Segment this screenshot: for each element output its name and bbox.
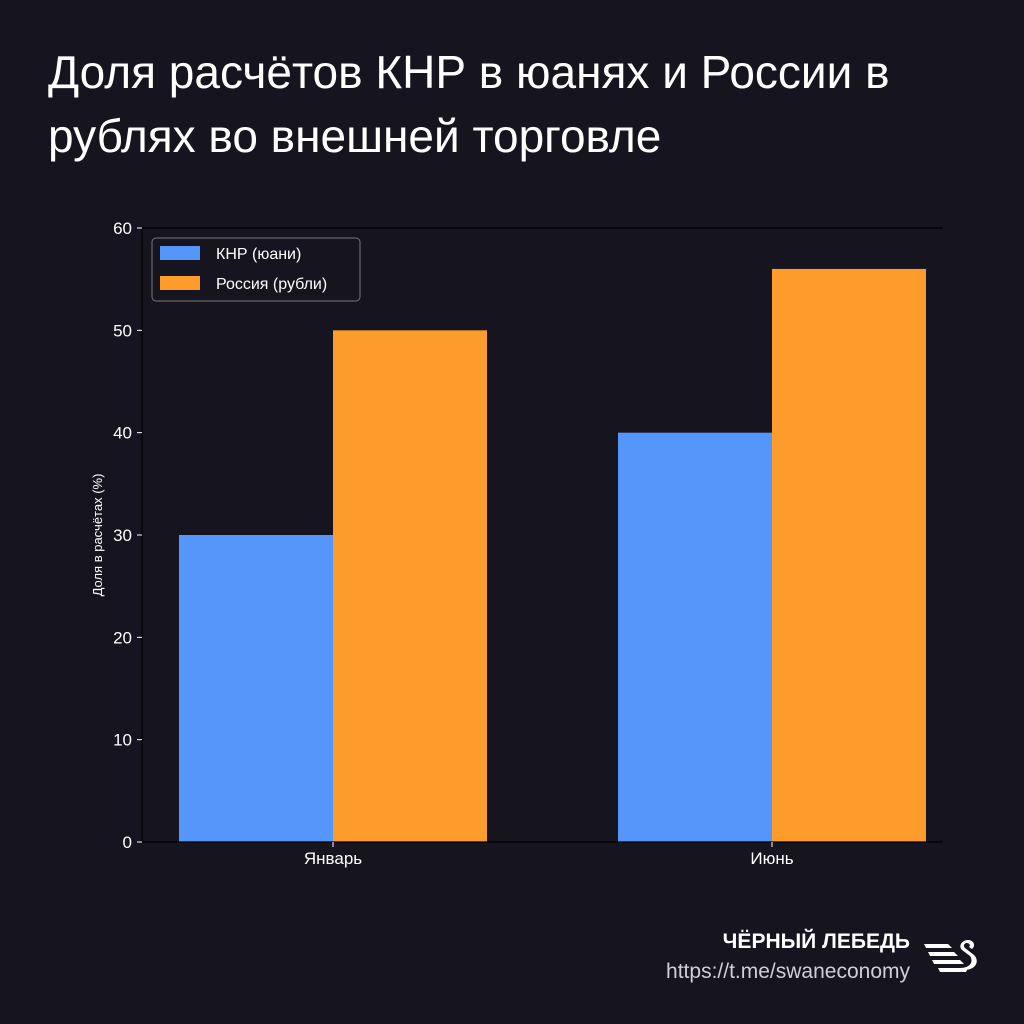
y-tick-label: 30 <box>113 526 132 545</box>
legend-label-russia: Россия (рубли) <box>216 276 327 293</box>
bar-khp-1 <box>618 432 772 842</box>
brand-name: ЧЁРНЫЙ ЛЕБЕДЬ <box>722 930 910 953</box>
y-tick-label: 40 <box>113 424 132 443</box>
legend: КНР (юани) Россия (рубли) <box>151 237 361 302</box>
x-tick-label: Июнь <box>750 849 793 868</box>
bar-russia-1 <box>772 268 926 842</box>
y-tick-label: 10 <box>113 731 132 750</box>
channel-link[interactable]: https://t.me/swaneconomy <box>666 960 910 983</box>
legend-swatch-russia <box>160 276 200 290</box>
y-tick-label: 20 <box>113 628 132 647</box>
y-axis-label: Доля в расчётах (%) <box>90 474 105 597</box>
chart-title: Доля расчётов КНР в юанях и России в руб… <box>48 46 890 162</box>
bar-russia-0 <box>333 330 487 842</box>
swan-logo-icon <box>924 940 977 972</box>
legend-swatch-khp <box>160 246 200 260</box>
y-tick-label: 60 <box>113 219 132 238</box>
y-tick-label: 0 <box>123 833 132 852</box>
y-tick-label: 50 <box>113 321 132 340</box>
legend-label-khp: КНР (юани) <box>216 246 301 263</box>
x-tick-label: Январь <box>304 849 362 868</box>
bar-khp-0 <box>179 535 333 842</box>
